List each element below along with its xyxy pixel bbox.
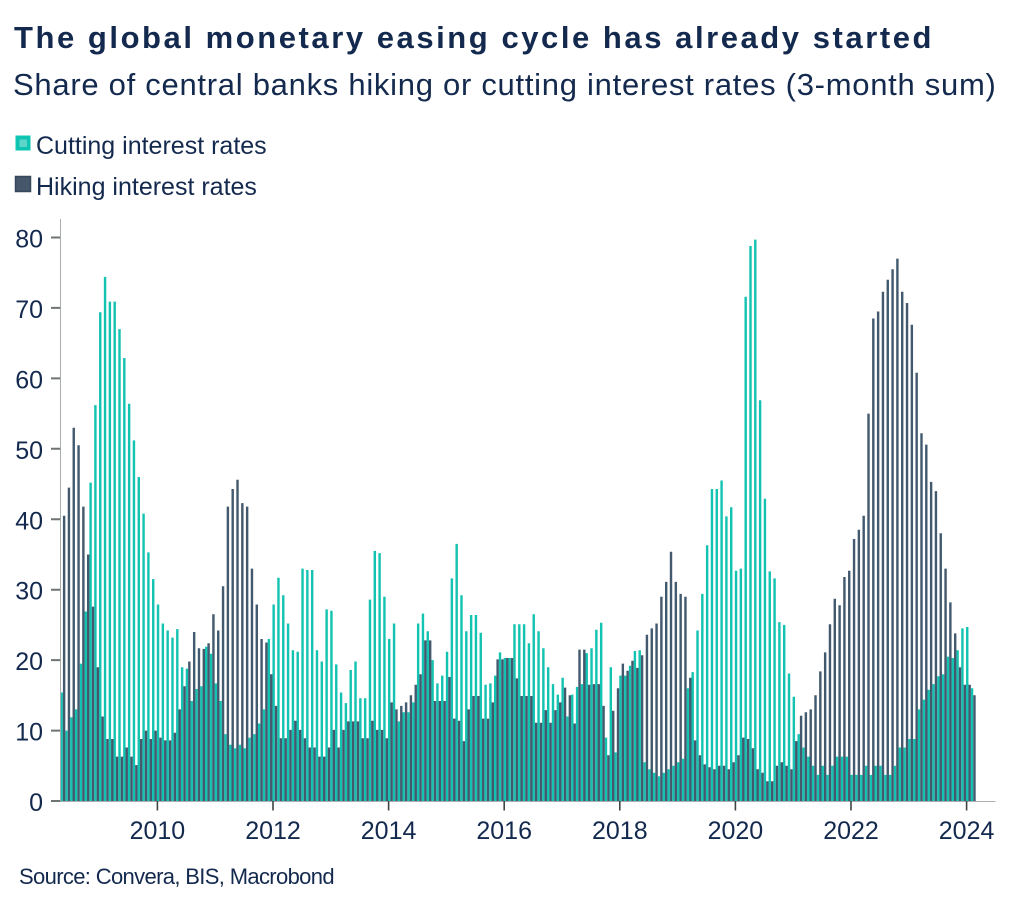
svg-text:Source: Convera, BIS, Macrobon: Source: Convera, BIS, Macrobond [19,864,334,889]
svg-text:0: 0 [29,789,43,817]
svg-text:20: 20 [15,648,43,676]
svg-text:Cutting interest rates: Cutting interest rates [36,132,267,160]
svg-text:2014: 2014 [361,817,417,845]
svg-text:2018: 2018 [592,817,648,845]
svg-text:Share of central banks hiking: Share of central banks hiking or cutting… [13,67,997,102]
svg-text:70: 70 [15,296,43,324]
svg-text:80: 80 [15,226,43,254]
svg-text:2012: 2012 [245,817,301,845]
svg-text:60: 60 [15,366,43,394]
svg-text:2020: 2020 [708,817,764,845]
svg-text:The global monetary easing cyc: The global monetary easing cycle has alr… [14,20,934,55]
svg-text:50: 50 [15,437,43,465]
svg-text:40: 40 [15,507,43,535]
svg-text:2016: 2016 [476,817,532,845]
svg-text:2022: 2022 [823,817,879,845]
svg-text:Hiking interest rates: Hiking interest rates [36,173,257,201]
svg-text:10: 10 [15,719,43,747]
svg-text:30: 30 [15,578,43,606]
svg-text:2024: 2024 [939,817,995,845]
svg-text:2010: 2010 [130,817,186,845]
